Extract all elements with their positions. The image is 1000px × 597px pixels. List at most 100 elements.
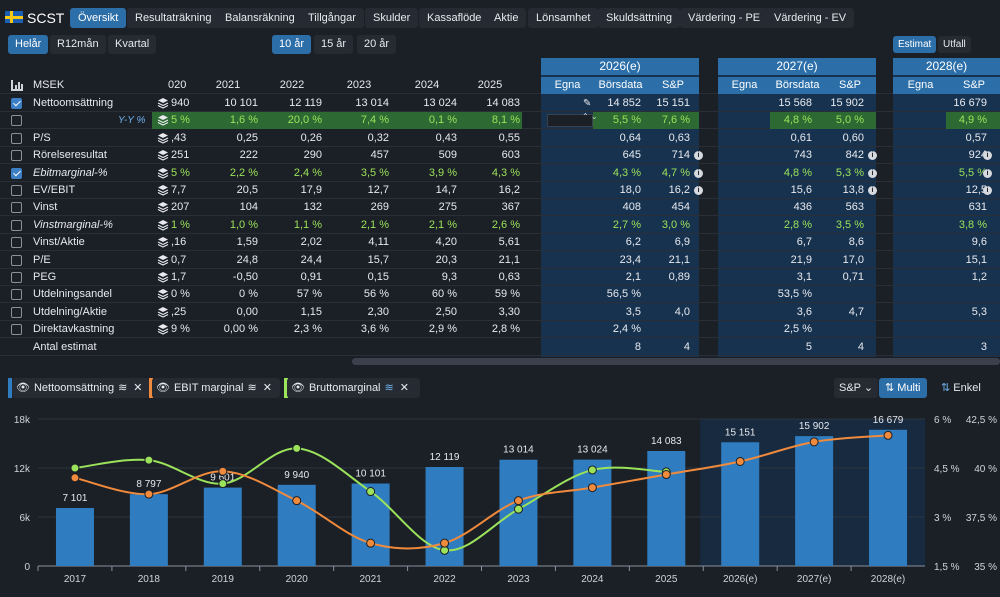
- tab-tillgångar[interactable]: Tillgångar: [300, 8, 364, 28]
- source-select[interactable]: S&P ⌄: [834, 378, 879, 398]
- close-icon[interactable]: ✕: [399, 382, 409, 394]
- tab-värdering-ev[interactable]: Värdering - EV: [766, 8, 855, 28]
- row-checkbox[interactable]: [11, 202, 22, 214]
- bar-nettoomsattning: [203, 487, 242, 566]
- row-label: Utdelningsandel: [33, 288, 112, 301]
- row-label: P/E: [33, 253, 51, 266]
- horizontal-scrollbar[interactable]: [352, 358, 1000, 365]
- layers-icon[interactable]: ≋: [384, 382, 394, 394]
- row-checkbox[interactable]: [11, 98, 22, 109]
- point-ebit-marginal: [513, 496, 523, 506]
- row-checkbox[interactable]: [11, 289, 22, 301]
- layers-icon[interactable]: [157, 254, 169, 266]
- hist-cell: 1 %: [171, 218, 190, 231]
- info-icon[interactable]: i: [983, 151, 992, 161]
- x-tick-label: 2027(e): [797, 574, 831, 585]
- multi-button[interactable]: ⇅ Multi: [879, 378, 927, 398]
- layers-icon[interactable]: [157, 97, 169, 109]
- y-right1-tick: 4,5 %: [934, 464, 960, 475]
- layers-icon[interactable]: [157, 167, 169, 179]
- range-buttons-15-år[interactable]: 15 år: [314, 35, 354, 54]
- est-cell: 743: [793, 149, 812, 162]
- layers-icon[interactable]: ≋: [247, 382, 257, 394]
- info-icon[interactable]: i: [694, 186, 703, 195]
- est-cell: 6,7: [796, 236, 812, 249]
- row-checkbox[interactable]: [11, 185, 22, 196]
- legend-item-ebit-marginal[interactable]: 👁 EBIT marginal ≋ ✕: [152, 378, 280, 398]
- layers-icon[interactable]: [157, 201, 169, 214]
- info-icon[interactable]: i: [694, 168, 703, 178]
- legend-item-bruttomarginal[interactable]: 👁 Bruttomarginal ≋ ✕: [287, 378, 420, 398]
- tab-kassaflöde[interactable]: Kassaflöde: [419, 8, 490, 28]
- row-checkbox[interactable]: [11, 324, 22, 336]
- hist-cell: 0,00 %: [223, 323, 258, 336]
- layers-icon[interactable]: [157, 132, 169, 144]
- stepper-icon[interactable]: ⌃ ⌄: [582, 112, 598, 122]
- tab-skulder[interactable]: Skulder: [365, 8, 419, 28]
- period-buttons-r12mån[interactable]: R12mån: [50, 35, 106, 54]
- row-checkbox[interactable]: [11, 272, 22, 283]
- eye-icon[interactable]: 👁: [16, 382, 30, 394]
- tab-resultaträkning[interactable]: Resultaträkning: [127, 8, 220, 28]
- info-icon[interactable]: i: [694, 151, 703, 161]
- layers-icon[interactable]: [157, 323, 169, 335]
- layers-icon[interactable]: [157, 288, 169, 301]
- range-buttons-10-år[interactable]: 10 år: [272, 35, 312, 54]
- view-buttons-estimat[interactable]: Estimat: [893, 36, 937, 53]
- row-checkbox[interactable]: [11, 219, 22, 231]
- est-cell: 56,5 %: [606, 288, 641, 301]
- bar-nettoomsattning: [277, 484, 316, 566]
- layers-icon[interactable]: [157, 219, 169, 231]
- hist-cell: 60 %: [431, 288, 457, 301]
- info-icon[interactable]: i: [868, 151, 877, 161]
- row-checkbox[interactable]: [11, 237, 22, 249]
- pencil-icon[interactable]: ✎: [583, 98, 592, 109]
- row-checkbox[interactable]: [11, 150, 22, 162]
- row-checkbox[interactable]: [11, 306, 22, 318]
- range-buttons-20-år[interactable]: 20 år: [357, 35, 397, 54]
- bar-nettoomsattning: [55, 508, 94, 566]
- period-buttons-helår[interactable]: Helår: [8, 35, 49, 54]
- close-icon[interactable]: ✕: [133, 382, 143, 394]
- hist-cell: 3,30: [498, 305, 520, 318]
- row-checkbox[interactable]: [11, 254, 22, 266]
- tab-balansräkning[interactable]: Balansräkning: [217, 8, 303, 28]
- layers-icon[interactable]: [157, 306, 169, 318]
- multi-icon: ⇅: [885, 382, 895, 394]
- eye-icon[interactable]: 👁: [291, 382, 305, 394]
- tab-värdering-pe[interactable]: Värdering - PE: [680, 8, 769, 28]
- single-button[interactable]: ⇅ Enkel: [935, 378, 987, 398]
- legend-item-nettoomsättning[interactable]: 👁 Nettoomsättning ≋ ✕: [12, 378, 149, 398]
- est-year-header: 2028(e): [893, 58, 1000, 75]
- layers-icon[interactable]: [157, 184, 169, 196]
- info-icon[interactable]: i: [868, 186, 877, 195]
- layers-icon[interactable]: [157, 149, 169, 161]
- layers-icon[interactable]: [157, 114, 169, 127]
- period-buttons-kvartal[interactable]: Kvartal: [108, 35, 157, 54]
- layers-icon[interactable]: [157, 271, 169, 283]
- close-icon[interactable]: ✕: [262, 382, 272, 394]
- tab-översikt[interactable]: Översikt: [70, 8, 127, 28]
- est-cell: 4,7 %: [661, 166, 690, 179]
- info-icon[interactable]: i: [983, 168, 992, 178]
- row-checkbox[interactable]: [11, 132, 22, 144]
- line-ebit-marginal: [74, 434, 889, 550]
- row-checkbox[interactable]: [11, 115, 22, 127]
- layers-icon[interactable]: ≋: [118, 382, 128, 394]
- view-buttons-utfall[interactable]: Utfall: [938, 36, 971, 53]
- legend-label: Nettoomsättning: [33, 382, 115, 394]
- info-icon[interactable]: i: [983, 186, 992, 195]
- tab-lönsamhet[interactable]: Lönsamhet: [528, 8, 599, 28]
- est-cell: 18,0: [619, 184, 641, 196]
- bar-chart-icon[interactable]: [11, 80, 23, 91]
- egna-input[interactable]: [547, 114, 593, 128]
- hist-cell: 2,6 %: [491, 218, 520, 231]
- eye-icon[interactable]: 👁: [156, 382, 170, 394]
- x-tick-label: 2017: [64, 574, 87, 585]
- tab-aktie[interactable]: Aktie: [486, 8, 527, 28]
- layers-icon[interactable]: [157, 236, 169, 248]
- tab-skuldsättning[interactable]: Skuldsättning: [598, 8, 681, 28]
- row-checkbox[interactable]: [11, 167, 22, 179]
- est-cell: 15 151: [656, 97, 690, 109]
- info-icon[interactable]: i: [868, 168, 877, 178]
